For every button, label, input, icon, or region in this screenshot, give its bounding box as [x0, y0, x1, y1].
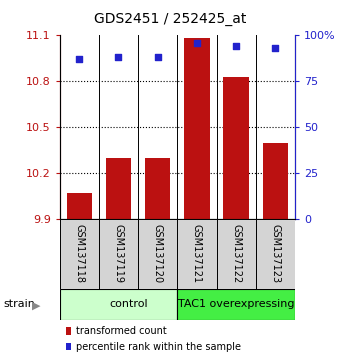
- Bar: [177, 219, 217, 289]
- Bar: [184, 39, 210, 219]
- Text: control: control: [109, 299, 148, 309]
- Text: percentile rank within the sample: percentile rank within the sample: [76, 342, 241, 352]
- Text: GSM137119: GSM137119: [114, 224, 123, 284]
- Bar: [217, 219, 256, 289]
- Text: ▶: ▶: [32, 301, 41, 310]
- Text: strain: strain: [3, 299, 35, 309]
- Bar: [60, 219, 99, 289]
- Text: GSM137118: GSM137118: [74, 224, 84, 284]
- Text: GSM137122: GSM137122: [231, 224, 241, 284]
- Bar: [138, 219, 177, 289]
- Bar: [263, 143, 288, 219]
- Bar: [66, 193, 92, 219]
- Text: GDS2451 / 252425_at: GDS2451 / 252425_at: [94, 12, 247, 27]
- Text: transformed count: transformed count: [76, 326, 166, 336]
- Text: GSM137123: GSM137123: [270, 224, 280, 284]
- Point: [116, 55, 121, 60]
- Bar: [145, 158, 170, 219]
- Text: GSM137120: GSM137120: [153, 224, 163, 284]
- Text: GSM137121: GSM137121: [192, 224, 202, 284]
- Text: TAC1 overexpressing: TAC1 overexpressing: [178, 299, 294, 309]
- Bar: [60, 289, 177, 320]
- Bar: [177, 289, 295, 320]
- Point: [272, 45, 278, 51]
- Point: [233, 44, 239, 49]
- Point: [155, 55, 160, 60]
- Bar: [256, 219, 295, 289]
- Bar: [223, 77, 249, 219]
- Bar: [99, 219, 138, 289]
- Bar: [106, 158, 131, 219]
- Point: [76, 57, 82, 62]
- Point: [194, 40, 199, 46]
